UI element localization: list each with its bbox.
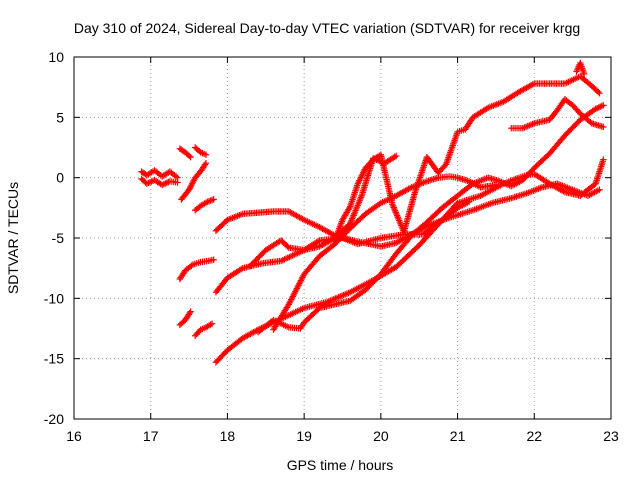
y-tick-labels: 10 5 0 -5 -10 -15 -20 (44, 49, 64, 427)
data-point (492, 181, 500, 189)
y-tick-label: -5 (52, 230, 65, 246)
data-point (596, 90, 603, 97)
data-point (600, 123, 607, 131)
data-point (202, 159, 210, 167)
x-tick-label: 19 (296, 428, 312, 444)
y-tick-label: 10 (48, 49, 64, 65)
y-tick-label: 0 (56, 170, 64, 186)
y-tick-label: 5 (56, 109, 64, 125)
data-point (284, 243, 291, 250)
x-tick-label: 16 (66, 428, 82, 444)
x-tick-label: 21 (450, 428, 466, 444)
data-point (202, 151, 210, 158)
data-point (580, 70, 588, 78)
chart-title: Day 310 of 2024, Sidereal Day-to-day VTE… (74, 20, 580, 36)
data-point (174, 179, 181, 186)
y-tick-label: -20 (44, 411, 64, 427)
data-point (391, 153, 398, 161)
data-point (600, 156, 607, 163)
data-markers (138, 59, 607, 366)
y-tick-label: -15 (44, 351, 64, 367)
data-point (210, 256, 217, 263)
x-tick-label: 23 (603, 428, 619, 444)
x-tick-label: 22 (526, 428, 542, 444)
data-point (187, 308, 194, 315)
data-point (393, 152, 400, 160)
x-tick-label: 17 (143, 428, 159, 444)
data-point (210, 196, 217, 203)
y-tick-label: -10 (44, 290, 64, 306)
data-point (600, 102, 607, 109)
x-tick-labels: 16 17 18 19 20 21 22 23 (66, 428, 619, 444)
data-point (186, 152, 193, 160)
data-point (187, 153, 194, 161)
data-point (596, 186, 603, 193)
data-point (346, 204, 353, 212)
x-axis-title: GPS time / hours (287, 457, 394, 473)
data-point (201, 161, 209, 168)
y-axis-title: SDTVAR / TECUs (5, 182, 21, 294)
data-point (595, 88, 602, 96)
x-tick-label: 18 (220, 428, 236, 444)
data-point (208, 320, 216, 327)
x-tick-label: 20 (373, 428, 389, 444)
data-point (186, 309, 193, 317)
axis-ticks (73, 56, 612, 420)
